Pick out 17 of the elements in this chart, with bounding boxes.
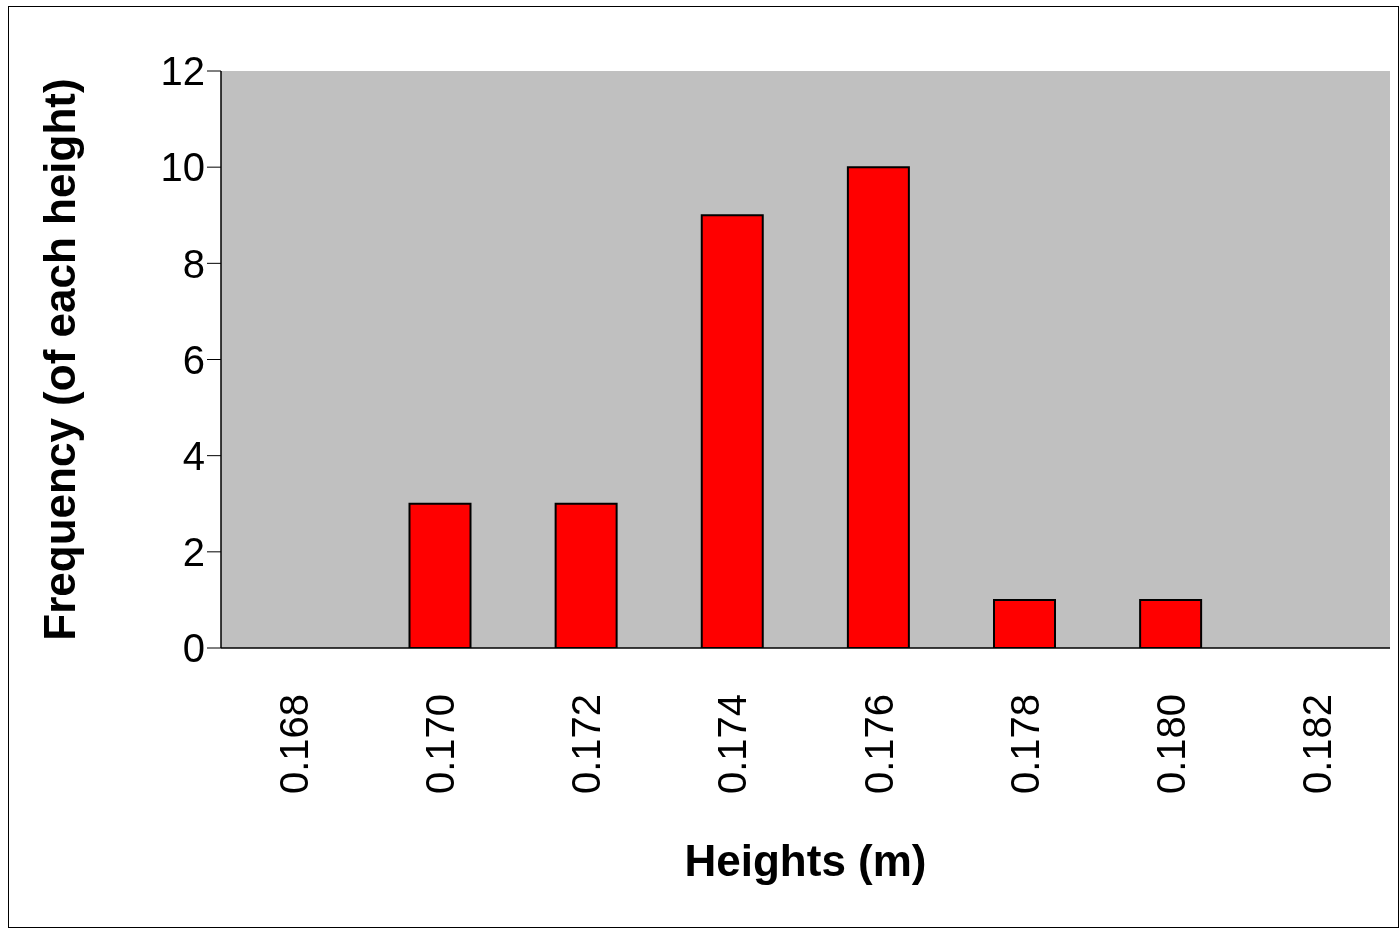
x-tick-label: 0.172 — [564, 694, 609, 795]
x-tick-label: 0.176 — [856, 694, 901, 795]
y-tick-label: 6 — [182, 337, 205, 382]
y-tick-label: 0 — [182, 626, 205, 671]
y-tick-label: 4 — [182, 433, 205, 478]
x-tick-label: 0.182 — [1294, 694, 1339, 795]
x-tick-label: 0.178 — [1002, 694, 1047, 795]
x-axis-title: Heights (m) — [684, 836, 927, 885]
y-tick-label: 10 — [160, 145, 205, 190]
x-tick-label: 0.174 — [710, 694, 755, 795]
x-tick-label: 0.170 — [418, 694, 463, 795]
x-tick-label: 0.180 — [1148, 694, 1193, 795]
y-tick-label: 8 — [182, 241, 205, 286]
y-tick-label: 2 — [182, 530, 205, 575]
y-tick-label: 12 — [160, 49, 205, 94]
y-axis-title: Frequency (of each height) — [34, 78, 84, 641]
x-tick-label: 0.168 — [272, 694, 317, 795]
